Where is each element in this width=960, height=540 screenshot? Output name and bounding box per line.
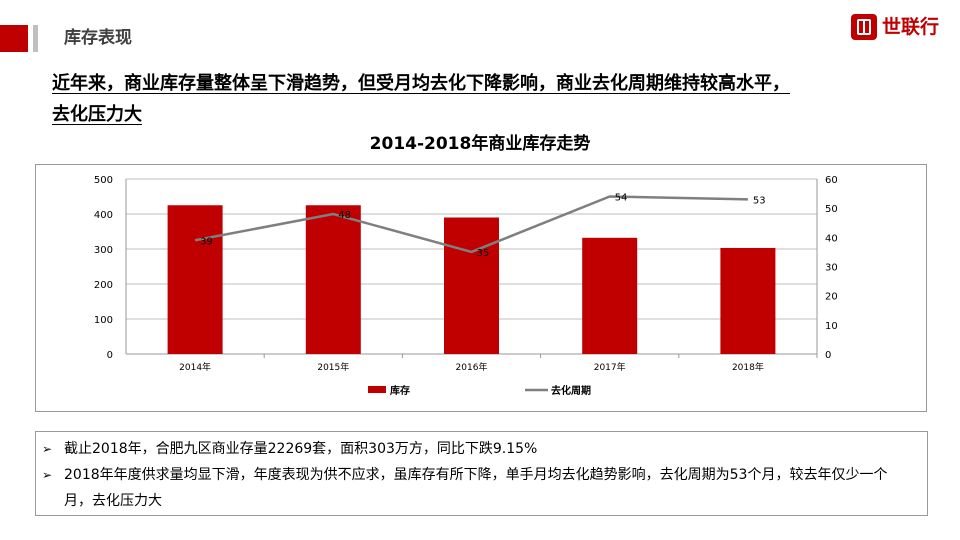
y-right-tick-label: 20 xyxy=(825,292,838,303)
logo-icon xyxy=(851,14,877,40)
data-label: 48 xyxy=(338,210,351,221)
note-text: 2018年年度供求量均显下滑，年度表现为供不应求，虽库存有所下降，单手月均去化趋… xyxy=(64,467,888,509)
inventory-chart: 0 100 200 300 400 500 0 10 20 30 40 50 60 2014年 2015年 2… xyxy=(94,175,838,397)
data-label: 35 xyxy=(477,248,490,259)
y-right-tick-label: 60 xyxy=(825,175,838,186)
data-label: 54 xyxy=(615,193,628,204)
headline: 近年来，商业库存量整体呈下滑趋势，但受月均去化下降影响，商业去化周期维持较高水平… xyxy=(52,68,912,130)
y-right-tick-label: 30 xyxy=(825,263,838,274)
note-text: 截止2018年，合肥九区商业存量22269套，面积303万方，同比下跌9.15% xyxy=(64,441,538,457)
x-tick-label: 2017年 xyxy=(594,361,626,373)
bar xyxy=(720,247,776,354)
legend-swatch-bar xyxy=(368,386,386,393)
headline-line-2: 去化压力大 xyxy=(52,104,142,125)
y-left-tick-label: 100 xyxy=(94,315,113,326)
logo-text: 世联行 xyxy=(882,16,940,38)
section-title: 库存表现 xyxy=(64,28,132,48)
bar xyxy=(444,217,499,354)
x-tick-label: 2018年 xyxy=(732,361,764,373)
data-label: 53 xyxy=(753,195,766,206)
y-right-tick-label: 50 xyxy=(825,204,838,215)
x-tick-label: 2016年 xyxy=(456,361,488,373)
note-item: ➢ 2018年年度供求量均显下滑，年度表现为供不应求，虽库存有所下降，单手月均去… xyxy=(42,462,915,514)
arrow-bullet-icon: ➢ xyxy=(42,468,53,482)
chart-frame: 0 100 200 300 400 500 0 10 20 30 40 50 60 2014年 2015年 2… xyxy=(35,164,927,412)
legend-label: 库存 xyxy=(390,384,410,397)
y-left-tick-label: 0 xyxy=(107,350,113,361)
y-left-tick-label: 200 xyxy=(94,280,113,291)
company-logo: 世联行 xyxy=(851,14,941,42)
y-left-tick-label: 300 xyxy=(94,245,113,256)
bar xyxy=(167,205,223,354)
legend-label: 去化周期 xyxy=(551,384,591,397)
bar xyxy=(582,237,638,354)
data-label: 39 xyxy=(200,236,213,247)
y-right-tick-label: 40 xyxy=(825,233,838,244)
y-left-tick-label: 400 xyxy=(94,210,113,221)
y-right-tick-label: 0 xyxy=(825,350,831,361)
bar xyxy=(305,205,361,354)
x-tick-label: 2014年 xyxy=(179,361,211,373)
note-item: ➢ 截止2018年，合肥九区商业存量22269套，面积303万方，同比下跌9.1… xyxy=(42,436,915,462)
headline-line-1: 近年来，商业库存量整体呈下滑趋势，但受月均去化下降影响，商业去化周期维持较高水平… xyxy=(52,73,790,94)
y-left-tick-label: 500 xyxy=(94,175,113,186)
cycle-line xyxy=(194,195,748,254)
chart-title: 2014-2018年商业库存走势 xyxy=(369,134,591,154)
notes-box: ➢ 截止2018年，合肥九区商业存量22269套，面积303万方，同比下跌9.1… xyxy=(35,431,928,516)
title-divider xyxy=(33,25,38,52)
title-accent-block xyxy=(0,25,28,52)
arrow-bullet-icon: ➢ xyxy=(42,442,53,456)
y-right-tick-label: 10 xyxy=(825,321,838,332)
x-tick-label: 2015年 xyxy=(317,361,349,373)
